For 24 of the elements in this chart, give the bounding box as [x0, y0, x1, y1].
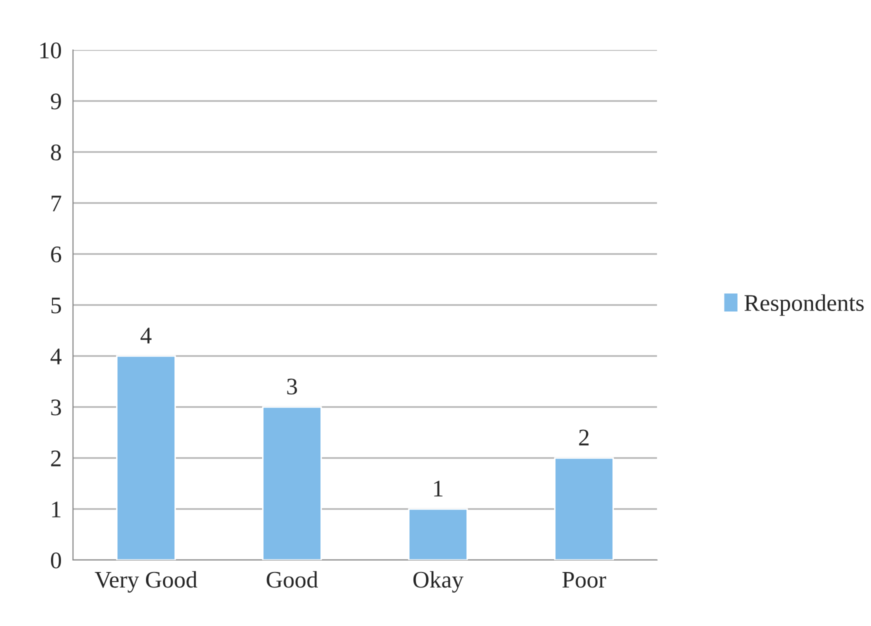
y-tick-label: 1: [52, 502, 60, 518]
legend-label: Respondents: [744, 294, 864, 316]
y-tick-label: 9: [50, 94, 61, 110]
bar: [554, 457, 614, 560]
y-tick-label: 4: [50, 348, 62, 364]
data-label: 1: [434, 480, 442, 496]
y-tick-label: 6: [51, 246, 62, 262]
x-tick-label: Very Good: [94, 571, 198, 593]
y-tick-label: 2: [51, 450, 61, 466]
bar: [262, 406, 322, 560]
x-tick-label: Okay: [413, 571, 464, 593]
data-label: 4: [140, 328, 152, 344]
y-tick-label: 7: [52, 196, 62, 212]
x-tick-label: Poor: [562, 572, 606, 588]
data-label: 2: [579, 430, 589, 446]
bar: [408, 508, 468, 560]
y-tick-label: 3: [51, 400, 61, 416]
data-label: 3: [287, 378, 297, 395]
y-tick-label: 5: [51, 298, 61, 314]
bar: [116, 355, 176, 560]
y-tick-label: 8: [50, 144, 61, 160]
y-tick-label: 0: [50, 552, 61, 568]
y-tick-label: 10: [40, 42, 61, 58]
x-tick-label: Good: [266, 571, 318, 588]
